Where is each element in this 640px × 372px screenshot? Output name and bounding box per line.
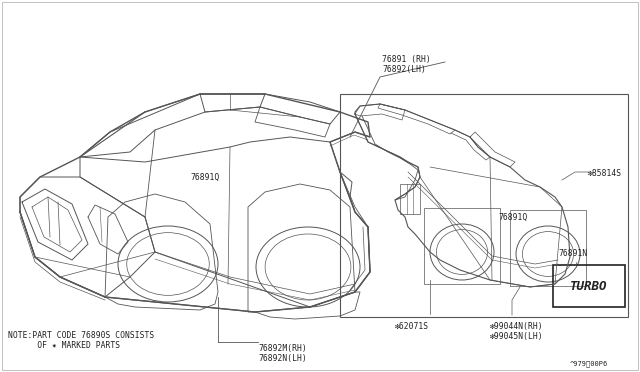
Text: NOTE:PART CODE 76890S CONSISTS
      OF ✷ MARKED PARTS: NOTE:PART CODE 76890S CONSISTS OF ✷ MARK… bbox=[8, 331, 154, 350]
Text: 76892M(RH)
76892N(LH): 76892M(RH) 76892N(LH) bbox=[258, 344, 307, 363]
Bar bbox=[340, 94, 628, 317]
Text: ❇85814S: ❇85814S bbox=[588, 170, 622, 179]
Bar bbox=[424, 208, 500, 284]
Bar bbox=[553, 265, 625, 307]
Text: TURBO: TURBO bbox=[570, 279, 608, 292]
Bar bbox=[400, 184, 420, 214]
Text: ^979⁂00P6: ^979⁂00P6 bbox=[570, 360, 608, 367]
Text: 76891Q: 76891Q bbox=[190, 173, 220, 182]
Text: 76891Q: 76891Q bbox=[498, 212, 527, 221]
Text: 76891N: 76891N bbox=[558, 250, 588, 259]
Text: ❇99044N(RH)
❇99045N(LH): ❇99044N(RH) ❇99045N(LH) bbox=[490, 322, 543, 341]
Text: ❇62071S: ❇62071S bbox=[395, 322, 429, 331]
Text: 76891 (RH)
76892(LH): 76891 (RH) 76892(LH) bbox=[382, 55, 431, 74]
Bar bbox=[510, 210, 586, 286]
